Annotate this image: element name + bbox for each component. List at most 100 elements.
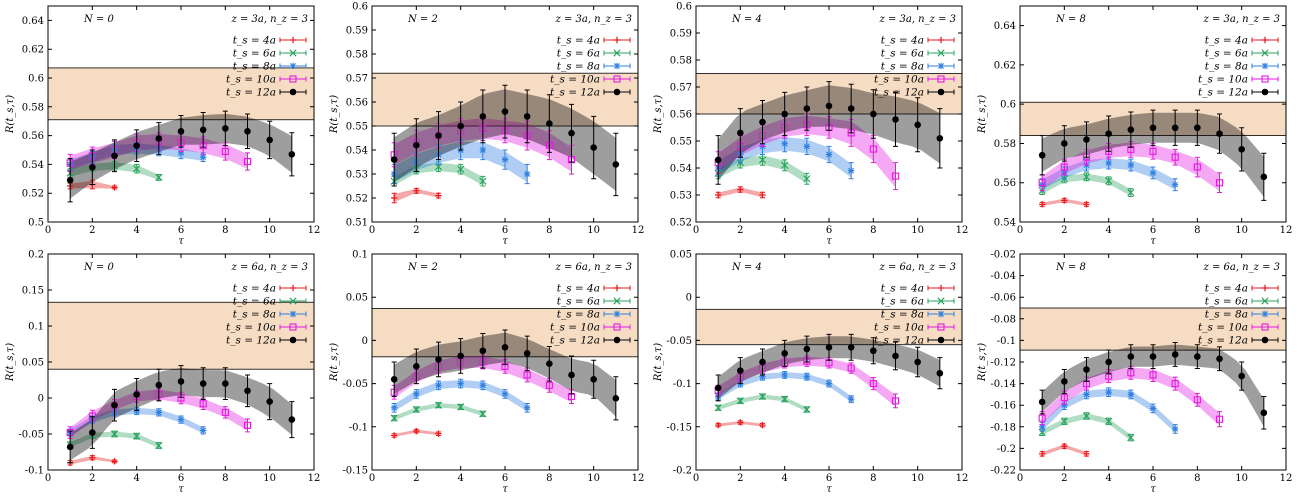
x-tick-label: 4	[457, 473, 463, 484]
y-tick-label: -0.16	[990, 401, 1016, 412]
x-tick-label: 4	[781, 473, 787, 484]
legend-label: t_s = 8a	[233, 309, 276, 321]
x-tick-label: 0	[693, 473, 699, 484]
x-tick-label: 0	[369, 225, 375, 236]
panel-title: N = 2	[407, 262, 438, 273]
y-tick-label: 0.52	[670, 218, 692, 229]
data-point	[1127, 369, 1135, 377]
data-point	[1171, 425, 1179, 433]
data-point	[390, 194, 398, 202]
data-point	[221, 147, 229, 155]
legend-label: t_s = 10a	[1198, 322, 1248, 334]
data-point	[759, 421, 766, 429]
x-tick-label: 10	[911, 473, 924, 484]
data-point	[758, 156, 767, 164]
legend-marker	[613, 36, 621, 44]
data-point	[1238, 146, 1245, 153]
ratio-band	[48, 301, 314, 370]
x-axis-label: τ	[826, 484, 832, 495]
data-point	[133, 432, 141, 440]
x-tick-label: 6	[1150, 225, 1156, 236]
x-tick-label: 8	[222, 225, 228, 236]
legend-label: t_s = 4a	[881, 283, 924, 295]
legend-swatch	[603, 76, 631, 82]
data-point	[781, 395, 789, 403]
data-point	[825, 344, 833, 351]
data-point	[111, 458, 118, 465]
legend-label: t_s = 8a	[1205, 61, 1248, 73]
error-bar	[893, 393, 898, 409]
legend-marker	[289, 310, 297, 318]
legend-marker	[613, 336, 621, 344]
legend-label: t_s = 8a	[881, 61, 924, 73]
data-point	[501, 344, 509, 351]
legend-label: t_s = 4a	[881, 35, 924, 47]
y-tick-label: 0.62	[22, 45, 44, 56]
data-point	[177, 149, 185, 157]
legend-swatch	[279, 324, 307, 330]
chart-panel: 0 2 4 6 8 10 12 0.5 0.52 0.54 0.56 0.58 0.6 0.62 0.64 τ…	[0, 0, 324, 248]
x-tick-label: 10	[587, 225, 600, 236]
data-point	[1127, 433, 1135, 442]
data-point	[714, 191, 722, 199]
fit-band	[394, 379, 528, 412]
legend-label: t_s = 12a	[550, 335, 600, 347]
data-point	[133, 142, 140, 149]
data-point	[1127, 161, 1135, 169]
data-point	[1149, 353, 1157, 360]
y-tick-label: -0.08	[990, 314, 1016, 325]
y-tick-label: 0.6	[28, 74, 44, 85]
panel-subtitle: z = 3a, n_z = 3	[879, 14, 957, 25]
fit-band	[394, 188, 439, 203]
x-tick-label: 10	[911, 225, 924, 236]
legend-marker	[613, 284, 621, 292]
y-tick-label: 0.52	[346, 194, 368, 205]
y-tick-label: -0.02	[990, 250, 1016, 261]
x-axis-label: τ	[178, 484, 184, 495]
data-point	[737, 419, 744, 426]
legend-marker	[613, 88, 621, 96]
data-point	[803, 373, 811, 380]
y-tick-label: 0.57	[670, 83, 692, 94]
y-tick-label: 0.58	[994, 139, 1016, 150]
data-point	[1260, 173, 1268, 181]
data-point	[1061, 197, 1068, 204]
x-tick-label: 8	[546, 225, 552, 236]
data-point	[936, 135, 944, 142]
data-point	[1083, 201, 1090, 208]
x-axis-label: τ	[1150, 484, 1156, 495]
panel-subtitle: z = 3a, n_z = 3	[231, 14, 309, 25]
data-point	[479, 382, 487, 389]
x-tick-label: 10	[587, 473, 600, 484]
legend-label: t_s = 12a	[226, 87, 276, 99]
legend-marker	[289, 88, 297, 96]
data-point	[110, 430, 119, 438]
y-tick-label: 0.05	[346, 293, 368, 304]
data-point	[1105, 358, 1112, 366]
y-tick-label: 0.5	[28, 218, 44, 229]
y-tick-label: -0.15	[666, 422, 692, 433]
data-point	[1105, 417, 1113, 426]
legend-label: t_s = 6a	[233, 48, 276, 60]
data-point	[1061, 402, 1068, 409]
data-point	[413, 427, 420, 435]
legend-label: t_s = 8a	[557, 309, 600, 321]
y-tick-label: 0.1	[352, 250, 368, 261]
data-point	[1127, 353, 1135, 360]
x-tick-label: 4	[133, 473, 139, 484]
error-bar	[1217, 172, 1222, 194]
x-tick-label: 8	[870, 225, 876, 236]
panel-subtitle: z = 6a, n_z = 3	[555, 262, 633, 273]
error-bar	[245, 152, 250, 171]
data-point	[199, 126, 207, 134]
y-tick-label: -0.06	[990, 293, 1016, 304]
data-point	[568, 371, 575, 379]
data-point	[612, 394, 620, 402]
x-tick-label: 12	[308, 225, 321, 236]
x-axis-label: τ	[502, 484, 508, 495]
data-point	[133, 407, 140, 415]
y-tick-label: 0	[362, 336, 368, 347]
legend-marker	[613, 323, 621, 331]
x-tick-label: 8	[222, 473, 228, 484]
